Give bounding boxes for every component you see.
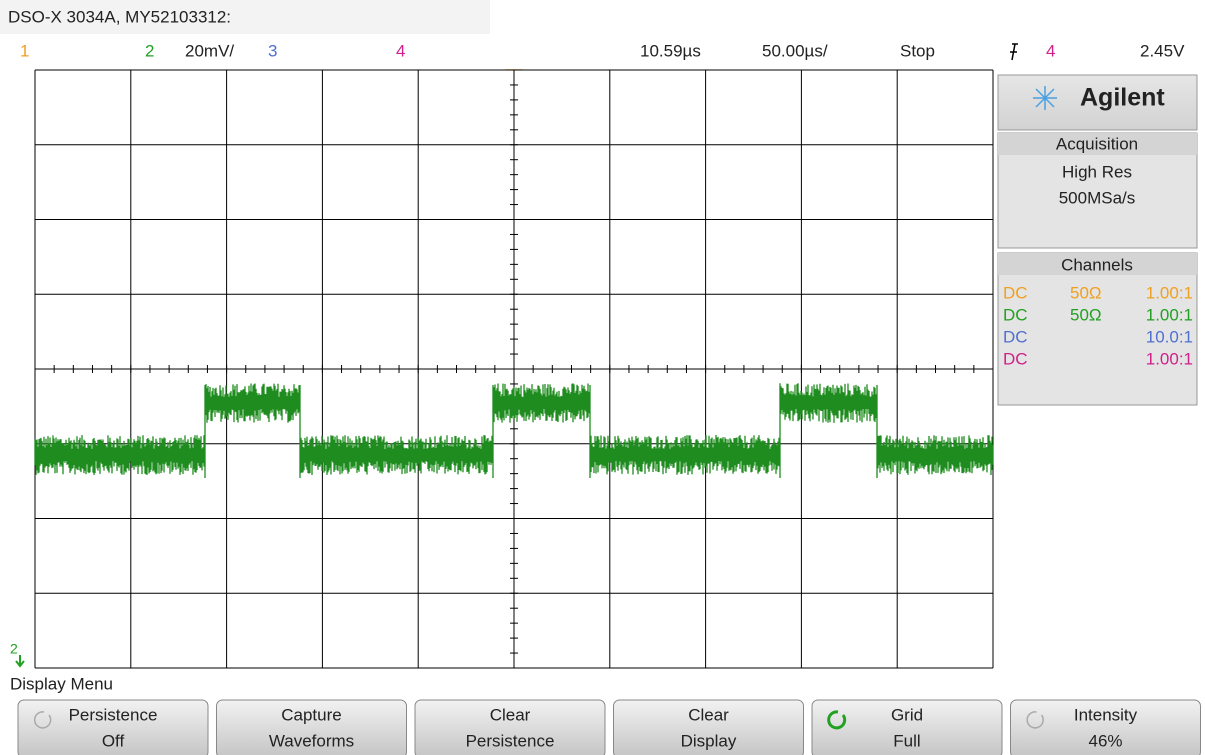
softkey-value[interactable]: Persistence: [466, 731, 555, 750]
ch2-scale: 20mV/: [185, 41, 234, 60]
acquisition-mode: High Res: [1062, 162, 1132, 181]
softkey-bg[interactable]: [17, 699, 209, 755]
waveform: [34, 383, 994, 478]
time-delay: 10.59µs: [640, 41, 701, 60]
ch1-label: 1: [20, 41, 29, 60]
ch3-label: 3: [268, 41, 277, 60]
softkey-value[interactable]: Display: [681, 731, 737, 750]
softkey[interactable]: Clear Persistence: [414, 699, 606, 755]
softkey-label[interactable]: Grid: [891, 705, 923, 724]
softkey-label[interactable]: Intensity: [1074, 705, 1138, 724]
acquisition-rate: 500MSa/s: [1059, 188, 1136, 207]
channel-probe: 1.00:1: [1146, 349, 1193, 368]
channel-probe: 1.00:1: [1146, 283, 1193, 302]
title-bg: [0, 0, 490, 34]
trigger-channel: 4: [1046, 41, 1055, 60]
channel-coupling: DC: [1003, 327, 1028, 346]
softkey-bg[interactable]: [216, 699, 407, 755]
channel-coupling: DC: [1003, 283, 1028, 302]
ground-arrow: [15, 655, 25, 668]
ch2-label: 2: [145, 41, 154, 60]
channel-coupling: DC: [1003, 349, 1028, 368]
softkey-bg[interactable]: [811, 699, 1003, 755]
title: DSO-X 3034A, MY52103312:: [8, 7, 231, 26]
channel-coupling: DC: [1003, 305, 1028, 324]
softkey-label[interactable]: Capture: [281, 705, 341, 724]
softkey[interactable]: Capture Waveforms: [216, 699, 407, 755]
ch4-label: 4: [396, 41, 405, 60]
knob-icon: [1026, 711, 1044, 729]
channel-impedance: 50Ω: [1070, 305, 1102, 324]
side-panel: Agilent Acquisition High Res 500MSa/s Ch…: [997, 74, 1198, 406]
softkey-value[interactable]: Waveforms: [269, 731, 354, 750]
brand-logo: [1033, 86, 1057, 110]
waveform-trace: [34, 383, 994, 478]
time-scale: 50.00µs/: [762, 41, 828, 60]
softkey-value[interactable]: 46%: [1088, 731, 1122, 750]
knob-icon: [827, 710, 847, 730]
brand: Agilent: [1080, 84, 1165, 112]
acquisition-header: [998, 133, 1197, 155]
softkey-bg[interactable]: [1010, 699, 1201, 755]
softkey-label[interactable]: Persistence: [69, 705, 158, 724]
softkey-value[interactable]: Full: [893, 731, 920, 750]
brand-box: [997, 74, 1198, 131]
softkey[interactable]: Intensity 46%: [1010, 699, 1201, 755]
softkey[interactable]: Persistence Off: [17, 699, 209, 755]
softkey-label[interactable]: Clear: [688, 705, 729, 724]
acquisition-title: Acquisition: [1056, 134, 1138, 153]
channels-box: [997, 252, 1198, 406]
softkey[interactable]: Grid Full: [811, 699, 1003, 755]
softkey-bg[interactable]: [414, 699, 606, 755]
trigger-level: 2.45V: [1140, 41, 1185, 60]
softkey[interactable]: Clear Display: [613, 699, 804, 755]
graticule: [34, 69, 994, 669]
channel-impedance: 50Ω: [1070, 283, 1102, 302]
trigger-edge-icon: [1010, 43, 1018, 61]
softkey-value[interactable]: Off: [102, 731, 125, 750]
channels-title: Channels: [1061, 255, 1133, 274]
channel-probe: 10.0:1: [1146, 327, 1193, 346]
softkey-label[interactable]: Clear: [490, 705, 531, 724]
menu-title: Display Menu: [10, 674, 113, 693]
knob-icon: [33, 711, 52, 729]
softkey-bg[interactable]: [613, 699, 804, 755]
run-state: Stop: [900, 41, 935, 60]
channels-header: [998, 253, 1197, 275]
ground-marker: 2: [10, 641, 18, 657]
channel-probe: 1.00:1: [1146, 305, 1193, 324]
